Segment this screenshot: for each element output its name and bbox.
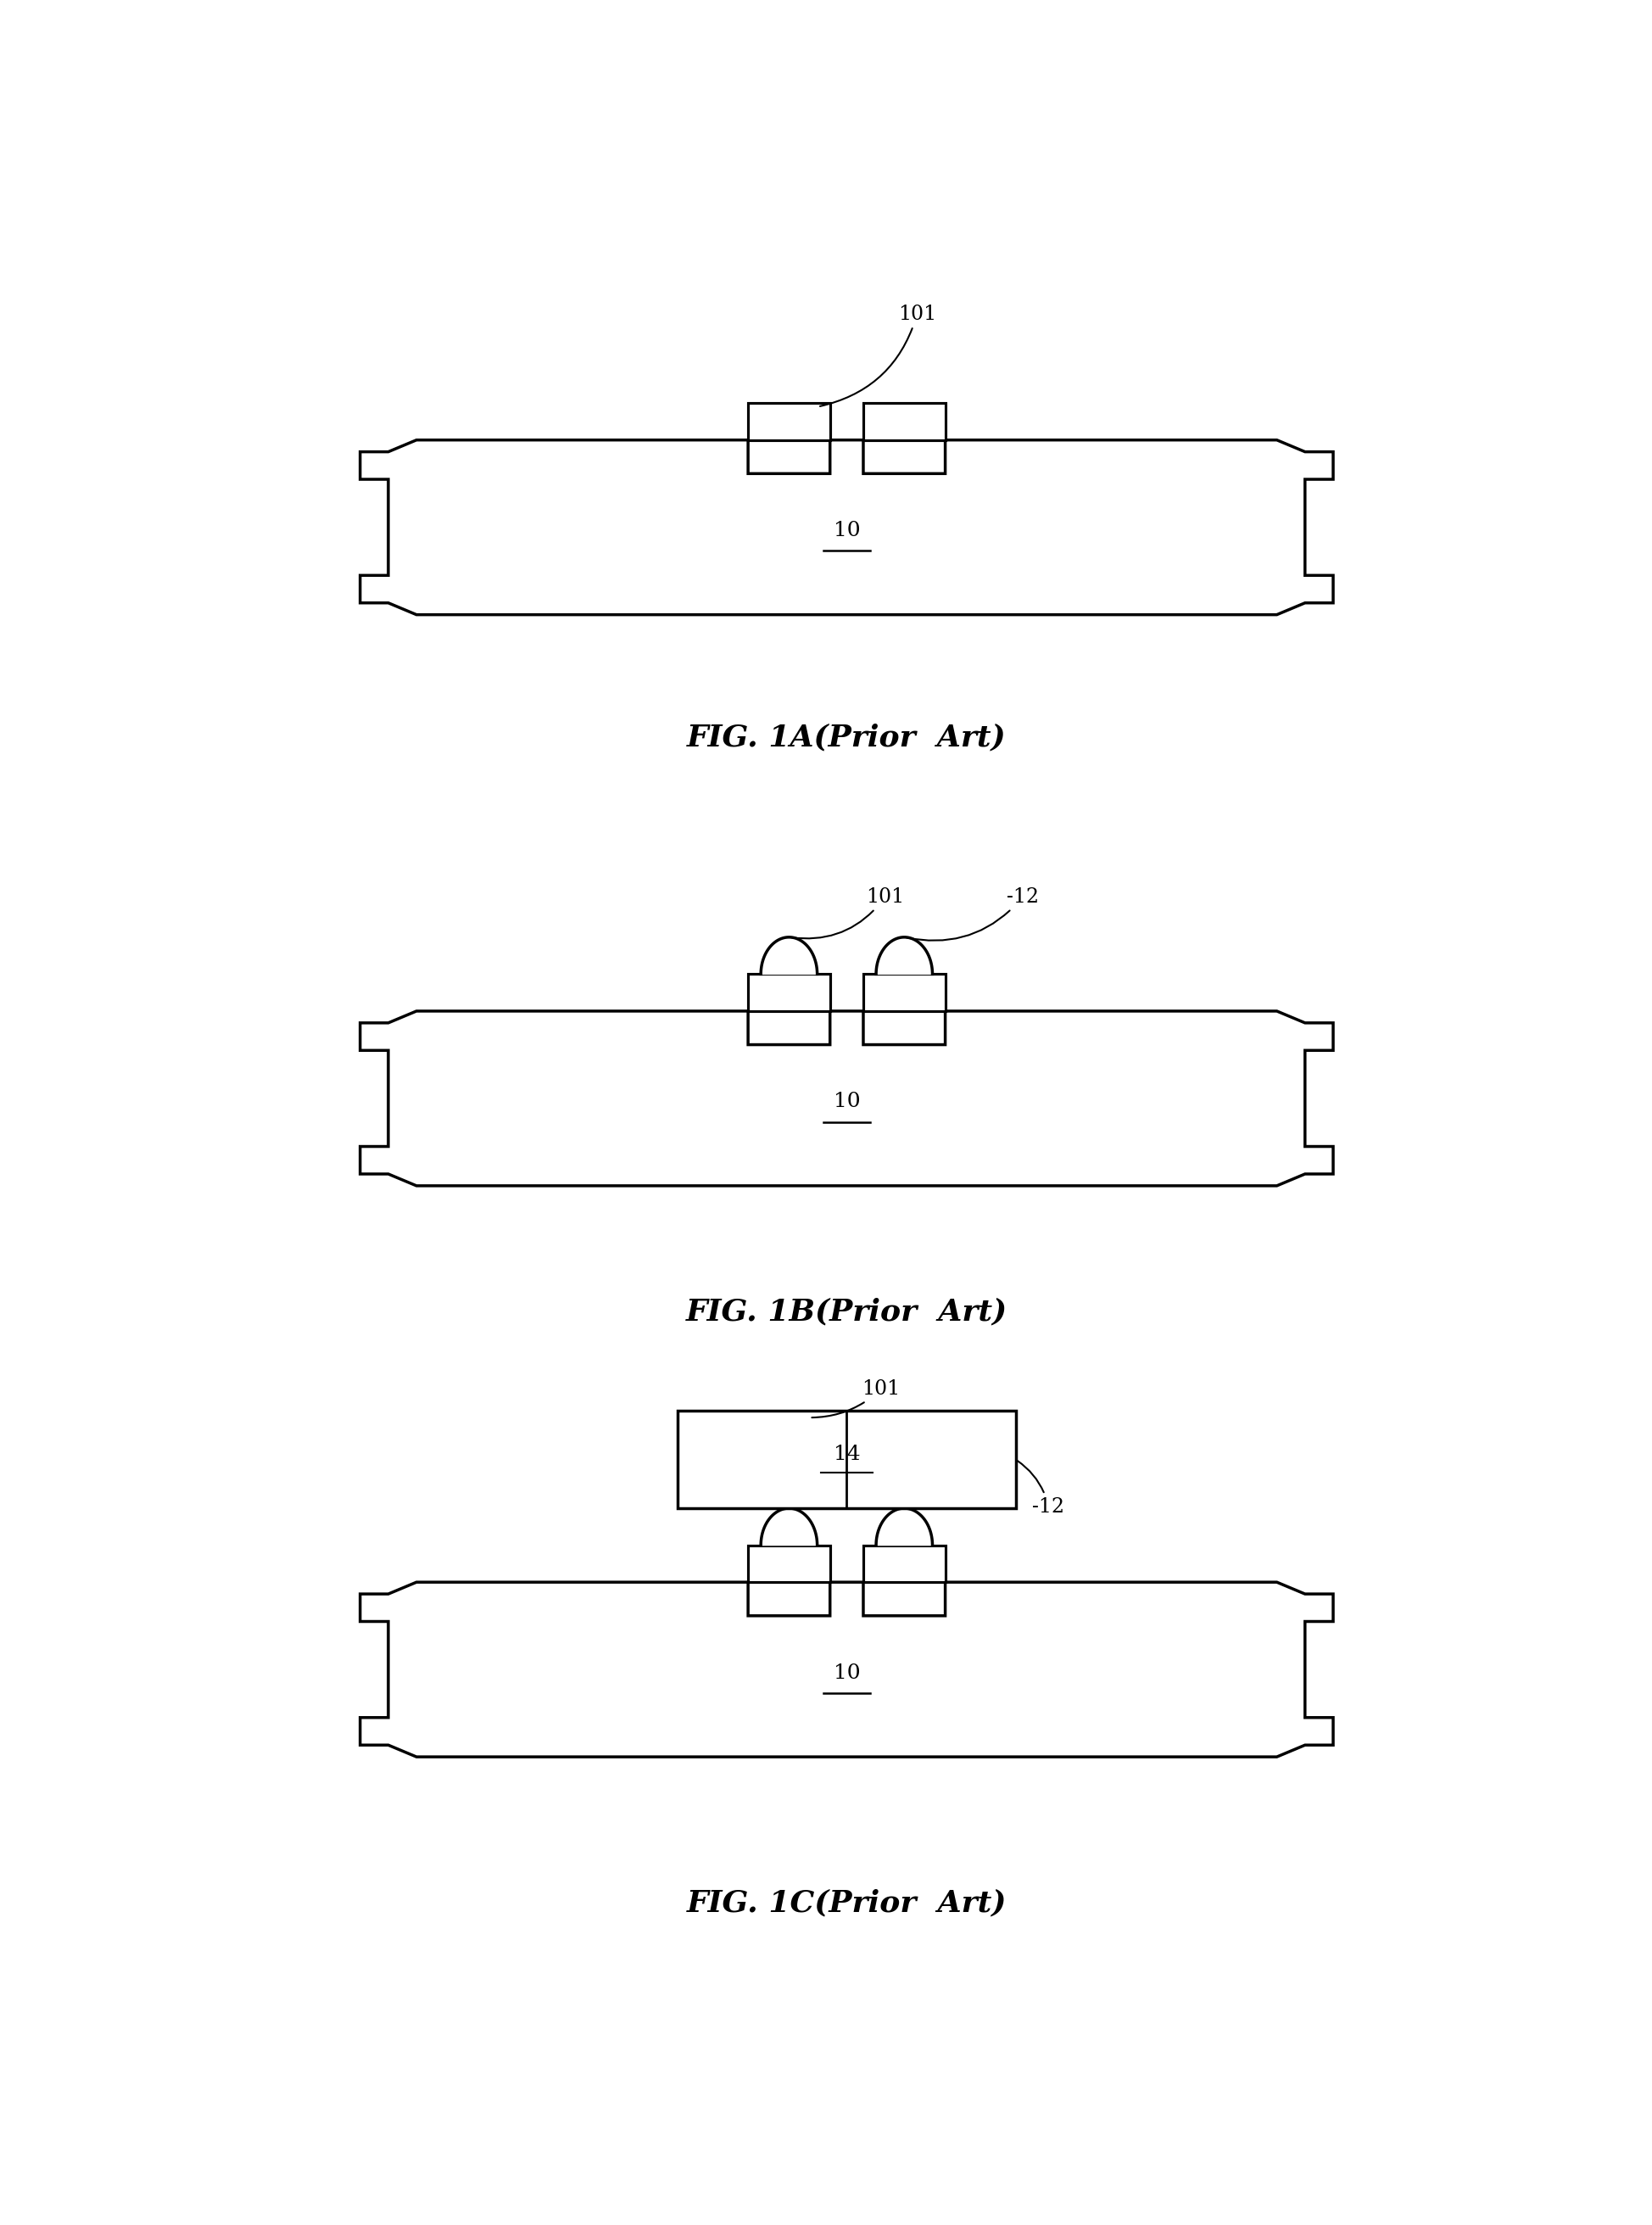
Text: FIG. 1B(Prior  Art): FIG. 1B(Prior Art)	[686, 1297, 1008, 1326]
Text: 101: 101	[791, 888, 904, 939]
Bar	[864, 975, 945, 1010]
Text: 10: 10	[833, 1662, 861, 1682]
Polygon shape	[360, 1010, 1333, 1186]
Polygon shape	[762, 1509, 818, 1544]
Text: -12: -12	[907, 888, 1039, 941]
Bar	[748, 1544, 829, 1582]
Bar	[864, 403, 945, 441]
Text: -12: -12	[1018, 1462, 1064, 1517]
Polygon shape	[360, 441, 1333, 614]
Bar	[748, 403, 829, 441]
Bar	[864, 1544, 945, 1582]
Polygon shape	[762, 937, 818, 975]
Polygon shape	[360, 1582, 1333, 1758]
Polygon shape	[876, 1509, 932, 1544]
Text: FIG. 1A(Prior  Art): FIG. 1A(Prior Art)	[687, 723, 1006, 752]
Bar	[748, 975, 829, 1010]
Polygon shape	[876, 937, 932, 975]
Bar	[677, 1411, 1016, 1509]
Text: 10: 10	[833, 521, 861, 541]
Text: 101: 101	[819, 305, 937, 407]
Text: 14: 14	[833, 1444, 861, 1464]
Text: 10: 10	[833, 1092, 861, 1112]
Text: 101: 101	[811, 1380, 900, 1417]
Text: FIG. 1C(Prior  Art): FIG. 1C(Prior Art)	[687, 1889, 1006, 1918]
